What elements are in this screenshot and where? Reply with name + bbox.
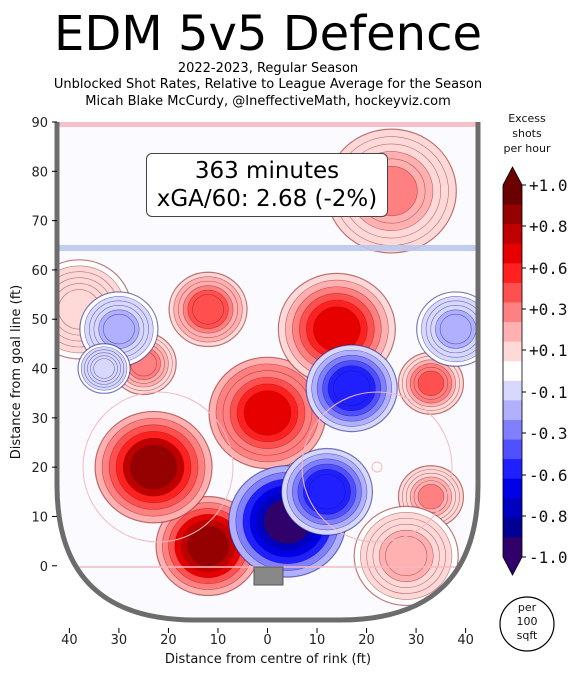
y-tick-label: 60: [31, 264, 48, 279]
colorbar-segment: [503, 322, 522, 343]
colorbar-segment: [503, 419, 522, 441]
x-tick-label: 0: [263, 633, 271, 648]
colorbar-segment: [503, 361, 522, 382]
hotspot: [168, 271, 248, 348]
colorbar-bottom-arrow: [503, 557, 522, 575]
hotspot-contour: [129, 444, 178, 490]
faceoff-circle-right: [301, 391, 453, 543]
x-tick-label: 10: [210, 633, 227, 648]
colorbar-segment: [503, 185, 522, 206]
x-tick-label: 40: [61, 633, 78, 648]
hotspot: [353, 505, 459, 607]
unit-badge-line2: 100: [517, 615, 538, 628]
colorbar-tick-label: +0.3: [529, 300, 568, 319]
colorbar-segment: [503, 400, 522, 421]
x-tick-label: 20: [358, 633, 375, 648]
colorbar-segment: [503, 224, 522, 245]
colorbar-segment: [503, 439, 522, 460]
colorbar-segment: [503, 478, 522, 499]
hotspot-contour: [333, 370, 371, 406]
x-axis-label: Distance from centre of rink (ft): [165, 652, 371, 667]
red-line: [57, 122, 478, 127]
colorbar-tick-label: -0.6: [529, 466, 568, 485]
x-tick-label: 40: [457, 633, 474, 648]
minutes-text: 363 minutes: [194, 158, 340, 184]
y-tick-label: 30: [31, 412, 48, 427]
colorbar-title-line1: Excess: [508, 112, 546, 125]
colorbar-tick-label: -0.8: [529, 507, 568, 526]
colorbar-title-line2: shots: [512, 127, 542, 140]
hotspot: [208, 356, 327, 470]
colorbar-segment: [503, 459, 522, 480]
x-tick-label: 30: [111, 633, 128, 648]
subtitle-season: 2022-2023, Regular Season: [177, 61, 359, 76]
colorbar-segment: [503, 380, 522, 401]
y-tick-label: 40: [31, 363, 48, 378]
chart-title: EDM 5v5 Defence: [54, 6, 482, 62]
colorbar-segment: [503, 498, 522, 519]
colorbar-tick-label: -0.1: [529, 383, 568, 402]
colorbar-segment: [503, 302, 522, 323]
colorbar-tick-label: +0.8: [529, 217, 568, 236]
y-tick-label: 90: [31, 116, 48, 131]
subtitle-description: Unblocked Shot Rates, Relative to League…: [53, 77, 483, 92]
xga-text: xGA/60: 2.68 (-2%): [156, 186, 378, 212]
rink-boards: [54, 122, 481, 623]
hotspot: [280, 447, 374, 536]
unit-badge-line1: per: [518, 601, 537, 614]
y-tick-label: 20: [31, 461, 48, 476]
colorbar-segment: [503, 537, 522, 558]
colorbar-tick-label: +0.1: [529, 341, 568, 360]
y-tick-label: 80: [31, 165, 48, 180]
colorbar-tick-label: -0.3: [529, 424, 568, 443]
y-tick-label: 0: [40, 560, 48, 575]
colorbar-segment: [503, 263, 522, 284]
hotspot-contour: [103, 313, 135, 345]
colorbar-segment: [503, 243, 522, 264]
hotspot-contour: [93, 358, 115, 379]
summary-box: 363 minutes xGA/60: 2.68 (-2%): [146, 153, 388, 217]
colorbar-title-line3: per hour: [504, 142, 551, 155]
y-axis-label: Distance from goal line (ft): [9, 285, 24, 459]
hotspot-contour: [186, 525, 230, 567]
colorbar-tick-label: -1.0: [529, 548, 568, 567]
y-tick-label: 50: [31, 313, 48, 328]
colorbar-segment: [503, 341, 522, 362]
colorbar-segment: [503, 204, 522, 225]
x-tick-label: 10: [309, 633, 326, 648]
colorbar-segment: [503, 282, 522, 303]
hotspot: [416, 291, 478, 367]
faceoff-dot: [371, 461, 383, 473]
y-tick-label: 70: [31, 215, 48, 230]
hotspot-contour: [417, 484, 445, 510]
goal-net: [253, 566, 284, 586]
hotspot: [77, 343, 131, 394]
y-tick-label: 10: [31, 510, 48, 525]
colorbar-tick-label: +1.0: [529, 176, 568, 195]
faceoff-circle-left: [82, 391, 234, 543]
unit-badge: [499, 596, 555, 652]
axes: 40 30 20 10 0 10 20 30 40 0 10 20 30 40 50 60 70 80 90: [31, 116, 473, 648]
colorbar: +1.0 +0.8 +0.6 +0.3 +0.1 -0.1 -0.3 -0.6 -0.8 -1.0: [502, 166, 568, 576]
unit-badge-line3: sqft: [517, 629, 538, 642]
subtitle-author: Micah Blake McCurdy, @IneffectiveMath, h…: [85, 94, 451, 109]
hotspot-contour: [308, 474, 346, 510]
hotspot-contour: [385, 535, 428, 577]
hotspot: [94, 410, 213, 524]
hotspot-contour: [439, 313, 472, 345]
hotspot-contour: [243, 390, 292, 436]
colorbar-top-arrow: [503, 167, 522, 185]
hotspot-contour: [192, 294, 224, 325]
colorbar-segment: [503, 517, 522, 538]
colorbar-tick-label: +0.6: [529, 259, 568, 278]
blue-line: [57, 245, 478, 251]
x-tick-label: 30: [408, 633, 425, 648]
hotspot-contour: [417, 370, 445, 397]
x-tick-label: 20: [160, 633, 177, 648]
